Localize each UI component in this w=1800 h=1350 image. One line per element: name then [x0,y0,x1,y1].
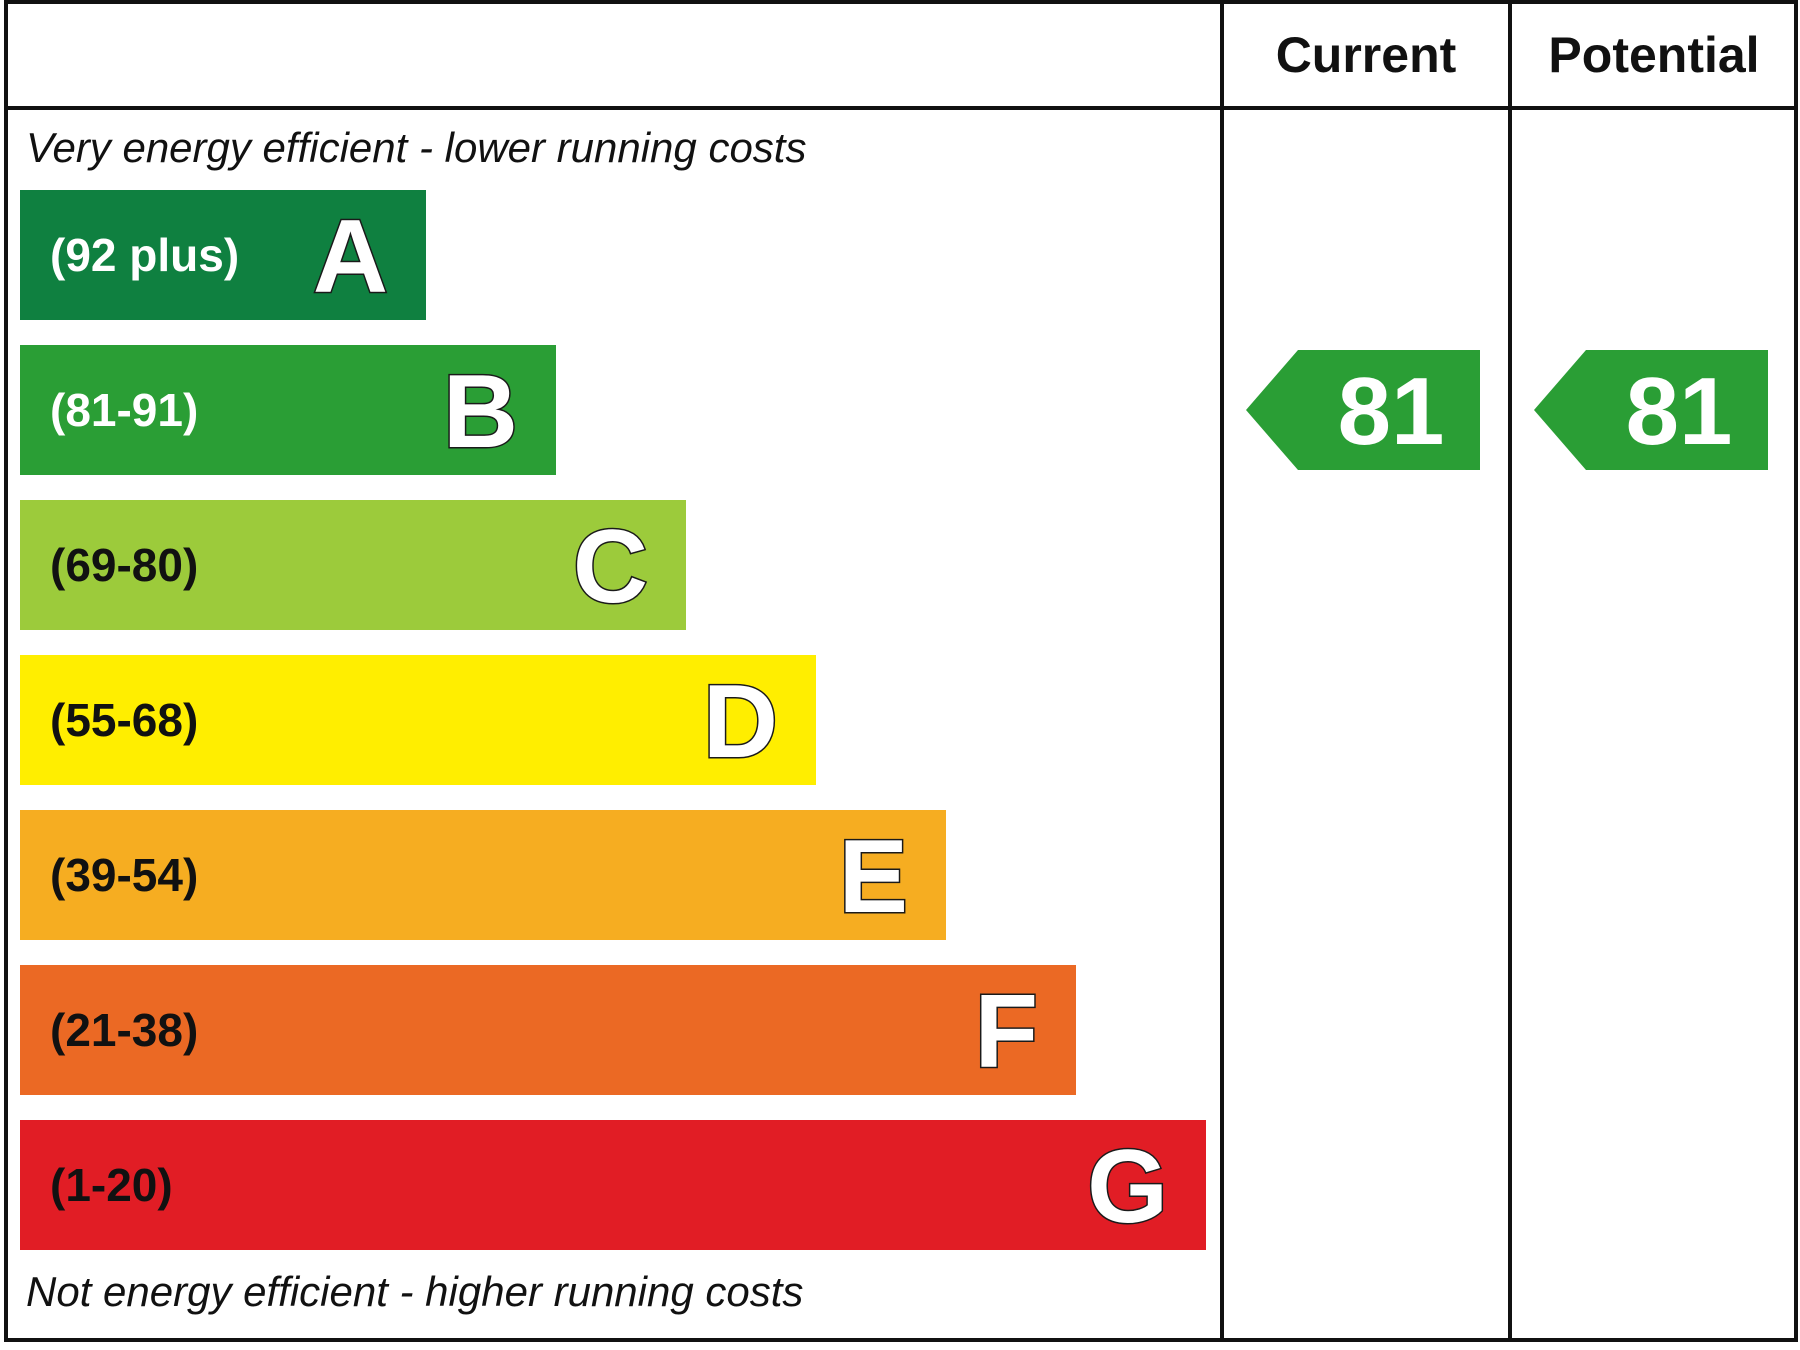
band-f-bar [20,965,1076,1095]
band-b-range: (81-91) [50,384,198,436]
band-c: (69-80) C [20,500,686,630]
band-e: (39-54) E [20,810,946,940]
band-f: (21-38) F [20,965,1076,1095]
band-g-letter: G [1087,1129,1168,1245]
current-rating-arrow: 81 [1246,350,1480,470]
band-b-bar [20,345,556,475]
band-g: (1-20) G [20,1120,1206,1250]
band-e-range: (39-54) [50,849,198,901]
band-e-bar [20,810,946,940]
current-rating-shape [1246,350,1480,470]
band-c-bar [20,500,686,630]
band-c-letter: C [573,509,648,625]
band-b: (81-91) B [20,345,556,475]
band-a-range: (92 plus) [50,229,239,281]
band-d-letter: D [703,664,778,780]
current-header: Current [1276,27,1457,83]
band-g-bar [20,1120,1206,1250]
potential-rating-shape [1534,350,1768,470]
band-d-range: (55-68) [50,694,198,746]
rating-arrows: 81 81 [1246,350,1768,470]
band-b-letter: B [443,354,518,470]
chart-border [4,0,1798,1342]
potential-rating-value: 81 [1626,358,1733,465]
band-e-letter: E [839,819,908,935]
rating-bands: (92 plus) A (81-91) B (69-80) C (55-68) D (39-54… [20,190,1206,1250]
band-f-letter: F [974,974,1038,1090]
band-d-bar [20,655,816,785]
band-a: (92 plus) A [20,190,426,320]
potential-header: Potential [1548,27,1759,83]
band-d: (55-68) D [20,655,816,785]
top-caption: Very energy efficient - lower running co… [26,124,806,171]
bottom-caption: Not energy efficient - higher running co… [26,1268,803,1315]
band-c-range: (69-80) [50,539,198,591]
band-a-letter: A [313,199,388,315]
chart-frame [4,0,1798,1342]
band-g-range: (1-20) [50,1159,173,1211]
band-a-bar [20,190,426,320]
band-f-range: (21-38) [50,1004,198,1056]
potential-rating-arrow: 81 [1534,350,1768,470]
current-rating-value: 81 [1338,358,1445,465]
